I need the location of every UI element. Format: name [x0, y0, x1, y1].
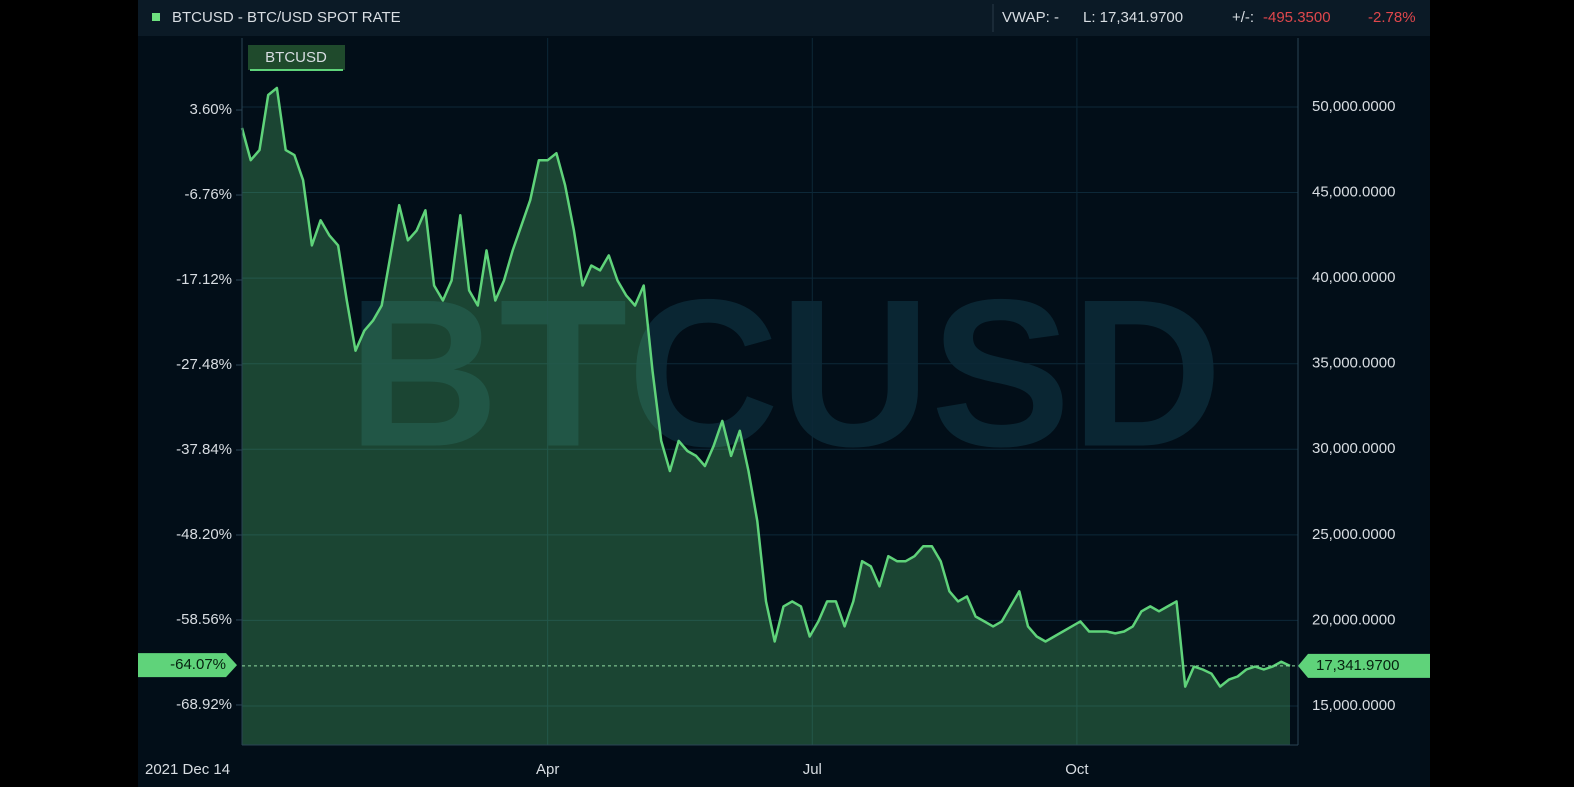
x-tick-label: Jul: [803, 761, 822, 778]
header-bar: [138, 0, 1430, 36]
last-value-tag: [1298, 653, 1430, 678]
x-tick-label: Oct: [1065, 761, 1089, 778]
y-tick-label: 40,000.0000: [1312, 269, 1395, 286]
x-tick-label: Apr: [536, 761, 559, 778]
line: [240, 86, 1291, 688]
y2-tick-label: -6.76%: [184, 186, 232, 203]
y2-tick-label: 3.60%: [189, 101, 232, 118]
vwap: VWAP: -: [1002, 9, 1059, 26]
y2-tick-label: -17.12%: [176, 271, 232, 288]
change-label: +/-:: [1232, 9, 1254, 26]
y-tick-label: 30,000.0000: [1312, 440, 1395, 457]
y2-tick-label: -27.48%: [176, 356, 232, 373]
legend-box: [248, 45, 345, 70]
header-swatch: [152, 13, 160, 21]
chart-title: BTCUSD - BTC/USD SPOT RATE: [172, 9, 401, 26]
legend-label: BTCUSD: [265, 49, 327, 66]
y-tick-label: 45,000.0000: [1312, 184, 1395, 201]
last-value-label: 17,341.9700: [1316, 657, 1399, 674]
y-tick-label: 20,000.0000: [1312, 611, 1395, 628]
x-start-label: 2021 Dec 14: [145, 761, 230, 778]
y2-tick-label: -68.92%: [176, 696, 232, 713]
y-tick-label: 25,000.0000: [1312, 526, 1395, 543]
y-tick-label: 35,000.0000: [1312, 355, 1395, 372]
y-tick-label: 15,000.0000: [1312, 697, 1395, 714]
area: [242, 88, 1290, 745]
plot: [236, 38, 1298, 745]
y2-tick-label: -48.20%: [176, 526, 232, 543]
y-tick-label: 50,000.0000: [1312, 98, 1395, 115]
last-price: L: 17,341.9700: [1083, 9, 1183, 26]
y2-tick-label: -58.56%: [176, 611, 232, 628]
change: -495.3500: [1263, 9, 1331, 26]
change-pct: -2.78%: [1368, 9, 1416, 26]
last-pct-tag: [138, 653, 237, 678]
y2-tick-label: -37.84%: [176, 441, 232, 458]
last-pct-label: -64.07%: [170, 656, 226, 673]
panel: [138, 0, 1430, 787]
